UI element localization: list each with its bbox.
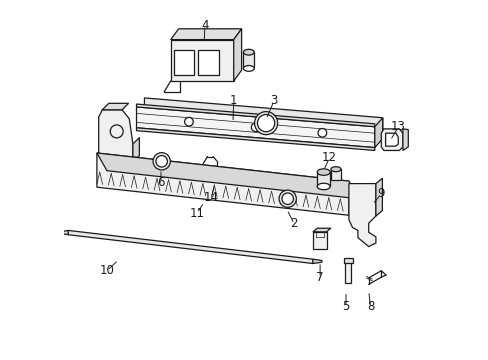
Polygon shape <box>243 52 254 68</box>
Polygon shape <box>197 50 219 75</box>
Text: 1: 1 <box>229 94 237 107</box>
Polygon shape <box>136 104 374 127</box>
Polygon shape <box>170 29 241 40</box>
Polygon shape <box>144 98 382 139</box>
Polygon shape <box>312 232 326 249</box>
Polygon shape <box>133 138 139 162</box>
Text: 12: 12 <box>321 151 336 164</box>
Polygon shape <box>374 118 382 148</box>
Circle shape <box>254 112 277 135</box>
Polygon shape <box>99 110 133 162</box>
Polygon shape <box>343 258 352 263</box>
Polygon shape <box>312 228 330 232</box>
Ellipse shape <box>330 167 340 172</box>
Polygon shape <box>170 40 233 81</box>
Polygon shape <box>97 153 358 199</box>
Polygon shape <box>345 260 350 283</box>
Ellipse shape <box>317 183 329 190</box>
Text: 4: 4 <box>201 19 208 32</box>
Polygon shape <box>233 29 241 81</box>
Polygon shape <box>375 178 382 216</box>
Polygon shape <box>57 230 68 235</box>
Polygon shape <box>317 172 329 186</box>
Text: 7: 7 <box>316 271 323 284</box>
Polygon shape <box>381 129 402 150</box>
Text: 9: 9 <box>377 187 384 200</box>
Polygon shape <box>97 153 348 215</box>
Text: 3: 3 <box>270 94 277 107</box>
Polygon shape <box>330 169 340 180</box>
Text: 10: 10 <box>100 264 114 277</box>
Polygon shape <box>174 50 194 75</box>
Circle shape <box>257 114 274 132</box>
Circle shape <box>184 117 193 126</box>
Polygon shape <box>348 184 375 247</box>
Circle shape <box>317 129 326 137</box>
Circle shape <box>156 156 167 167</box>
Text: 14: 14 <box>203 191 219 204</box>
Polygon shape <box>107 171 358 207</box>
Circle shape <box>153 153 170 170</box>
Text: 6: 6 <box>157 176 164 189</box>
Polygon shape <box>402 129 407 150</box>
Polygon shape <box>102 103 128 110</box>
Circle shape <box>279 190 296 207</box>
Text: 8: 8 <box>366 300 373 313</box>
Polygon shape <box>136 107 374 148</box>
Circle shape <box>282 193 293 204</box>
Polygon shape <box>348 199 358 215</box>
Ellipse shape <box>317 169 329 175</box>
Polygon shape <box>312 259 321 264</box>
Text: 13: 13 <box>390 120 405 133</box>
Polygon shape <box>385 133 397 146</box>
Text: 5: 5 <box>342 300 349 313</box>
Ellipse shape <box>243 49 254 55</box>
Polygon shape <box>68 230 312 264</box>
Circle shape <box>251 123 260 132</box>
Text: 11: 11 <box>189 207 204 220</box>
Text: 2: 2 <box>290 217 297 230</box>
Polygon shape <box>136 128 374 150</box>
Ellipse shape <box>243 66 254 71</box>
